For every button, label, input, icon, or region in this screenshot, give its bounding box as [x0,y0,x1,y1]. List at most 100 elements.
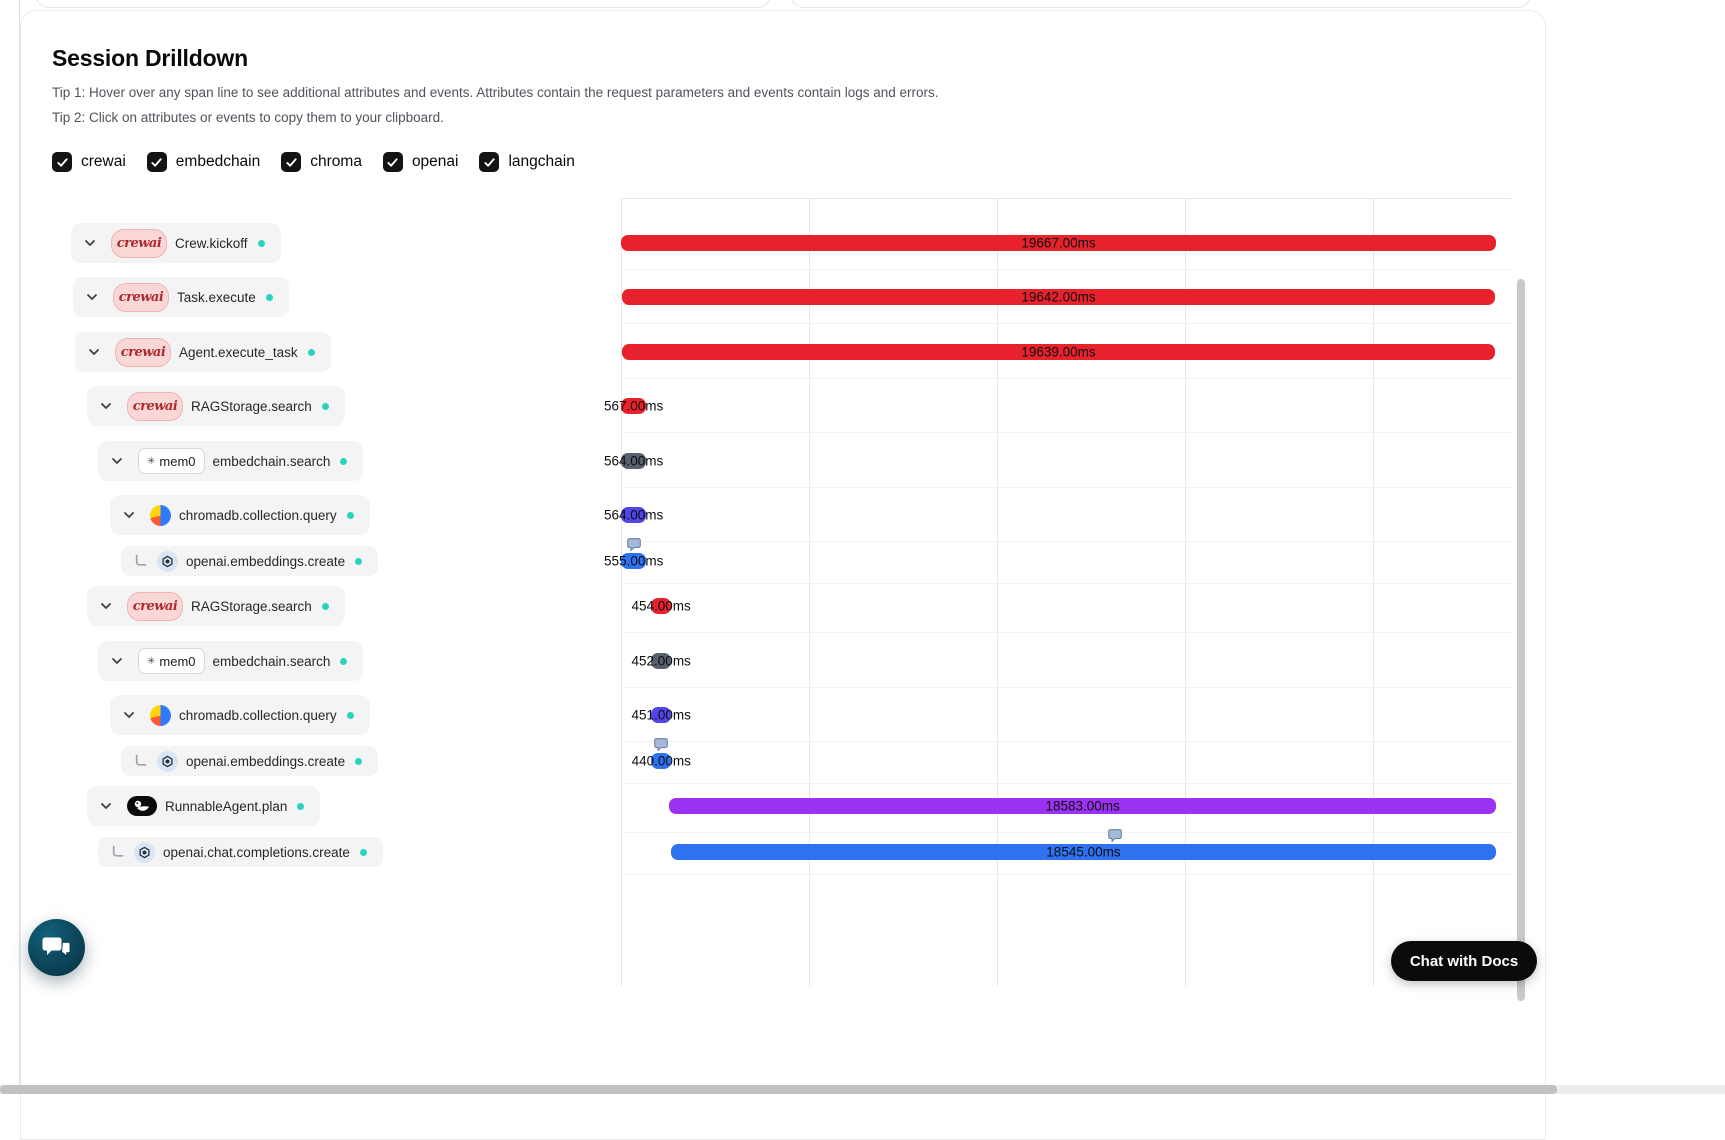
checkmark-icon [56,157,68,167]
event-marker[interactable] [1107,828,1122,843]
openai-logo [134,841,155,863]
mem0-flower-icon: ✳ [147,455,156,467]
tree-elbow-icon [135,554,146,566]
span-bar-embedchain.search[interactable] [651,652,672,669]
chat-widget-launcher[interactable] [28,919,85,976]
grid-line-4 [1373,199,1374,987]
span-bar-Agent.execute_task[interactable] [621,343,1496,360]
chat-with-docs-button[interactable]: Chat with Docs [1391,941,1537,981]
span-name: chromadb.collection.query [179,507,337,523]
filter-label-openai: openai [411,153,459,171]
span-tree-cell: RunnableAgent.plan [34,779,621,833]
span-bar-Crew.kickoff[interactable] [621,234,1496,251]
filter-chroma[interactable]: chroma [281,152,362,173]
filter-openai[interactable]: openai [382,152,459,173]
chevron-down-icon [112,658,122,664]
status-dot [321,602,329,610]
expand-toggle[interactable] [93,593,119,619]
horizontal-scrollbar-thumb[interactable] [0,1085,1557,1094]
span-pill-chromadb.collection.query[interactable]: chromadb.collection.query [110,695,370,736]
trace-row-chromadb.collection.query: chromadb.collection.query 564.00ms [34,488,1511,543]
span-pill-embedchain.search[interactable]: ✳ mem0 embedchain.search [98,641,364,682]
mem0-logo: ✳ mem0 [138,448,205,475]
span-name: chromadb.collection.query [179,707,337,723]
span-bar-RAGStorage.search[interactable] [651,597,672,614]
span-tree-cell: crewai Crew.kickoff [34,216,621,270]
tree-elbow [129,752,149,770]
span-pill-openai.embeddings.create[interactable]: openai.embeddings.create [121,746,379,777]
timeline-grid [621,198,1511,987]
expand-toggle[interactable] [104,448,130,474]
trace-row-RAGStorage.search: crewai RAGStorage.search 567.00ms [34,379,1511,434]
tree-elbow [129,552,149,570]
span-pill-Task.execute[interactable]: crewai Task.execute [73,277,289,318]
filter-checkbox-embedchain[interactable] [146,152,167,173]
status-dot [257,239,265,247]
span-bar-openai.chat.completions.create[interactable] [670,843,1496,860]
trace-row-RAGStorage.search: crewai RAGStorage.search 454.00ms [34,579,1511,634]
expand-toggle[interactable] [93,393,119,419]
top-card-left [35,0,771,8]
filter-label-chroma: chroma [310,153,362,171]
expand-toggle[interactable] [81,339,107,365]
span-name: RAGStorage.search [191,598,312,614]
expand-toggle[interactable] [104,648,130,674]
event-marker[interactable] [654,737,669,752]
duration-label: 451.00ms [631,707,691,723]
filter-label-langchain: langchain [508,153,575,171]
filter-checkbox-chroma[interactable] [281,152,302,173]
filter-label-crewai: crewai [81,153,126,171]
span-pill-openai.chat.completions.create[interactable]: openai.chat.completions.create [98,837,383,868]
duration-label: 452.00ms [631,653,691,669]
span-bar-chromadb.collection.query[interactable] [621,506,647,523]
duration-label: 18583.00ms [1045,798,1120,814]
span-tree-cell: ✳ mem0 embedchain.search [34,634,621,688]
span-bar-Task.execute[interactable] [621,288,1496,305]
duration-label: 18545.00ms [1046,844,1121,860]
span-pill-chromadb.collection.query[interactable]: chromadb.collection.query [110,495,370,536]
event-marker[interactable] [626,537,641,552]
expand-toggle[interactable] [116,502,142,528]
span-pill-embedchain.search[interactable]: ✳ mem0 embedchain.search [98,441,364,482]
span-pill-Agent.execute_task[interactable]: crewai Agent.execute_task [75,332,331,373]
checkmark-icon [286,157,297,167]
grid-line-2 [997,199,998,987]
expand-toggle[interactable] [116,702,142,728]
filter-langchain[interactable]: langchain [479,152,575,173]
chevron-down-icon [87,294,97,300]
crewai-logo: crewai [115,337,171,367]
span-chart-cell: 440.00ms [621,737,1511,785]
span-bar-openai.embeddings.create[interactable] [651,752,671,769]
span-name: RAGStorage.search [191,398,312,414]
expand-toggle[interactable] [77,230,103,256]
horizontal-scrollbar-track[interactable] [0,1085,1725,1094]
vertical-scrollbar[interactable] [1517,279,1525,1001]
filter-embedchain[interactable]: embedchain [146,152,260,173]
checkmark-icon [151,157,162,167]
expand-toggle[interactable] [93,793,119,819]
event-bubble-icon [654,737,669,751]
span-bar-RunnableAgent.plan[interactable] [669,797,1496,814]
span-pill-RAGStorage.search[interactable]: crewai RAGStorage.search [87,386,345,427]
span-pill-RunnableAgent.plan[interactable]: RunnableAgent.plan [87,786,321,827]
chevron-down-icon [101,603,111,609]
expand-toggle[interactable] [79,284,105,310]
span-name: embedchain.search [212,653,331,669]
span-bar-RAGStorage.search[interactable] [621,397,647,414]
span-pill-openai.embeddings.create[interactable]: openai.embeddings.create [121,546,379,577]
filter-crewai[interactable]: crewai [52,152,126,173]
checkmark-icon [387,157,399,167]
span-pill-RAGStorage.search[interactable]: crewai RAGStorage.search [87,586,345,627]
span-bar-chromadb.collection.query[interactable] [651,706,672,723]
filter-checkbox-crewai[interactable] [52,152,72,173]
status-dot [340,657,348,665]
span-bar-openai.embeddings.create[interactable] [621,552,647,569]
filter-checkbox-openai[interactable] [382,152,403,173]
span-pill-Crew.kickoff[interactable]: crewai Crew.kickoff [71,223,281,264]
openai-knot-icon [162,555,173,567]
openai-logo [157,750,178,772]
span-tree-cell: chromadb.collection.query [34,688,621,742]
tip-2: Tip 2: Click on attributes or events to … [52,109,444,125]
filter-checkbox-langchain[interactable] [479,152,500,173]
span-bar-embedchain.search[interactable] [621,452,647,469]
